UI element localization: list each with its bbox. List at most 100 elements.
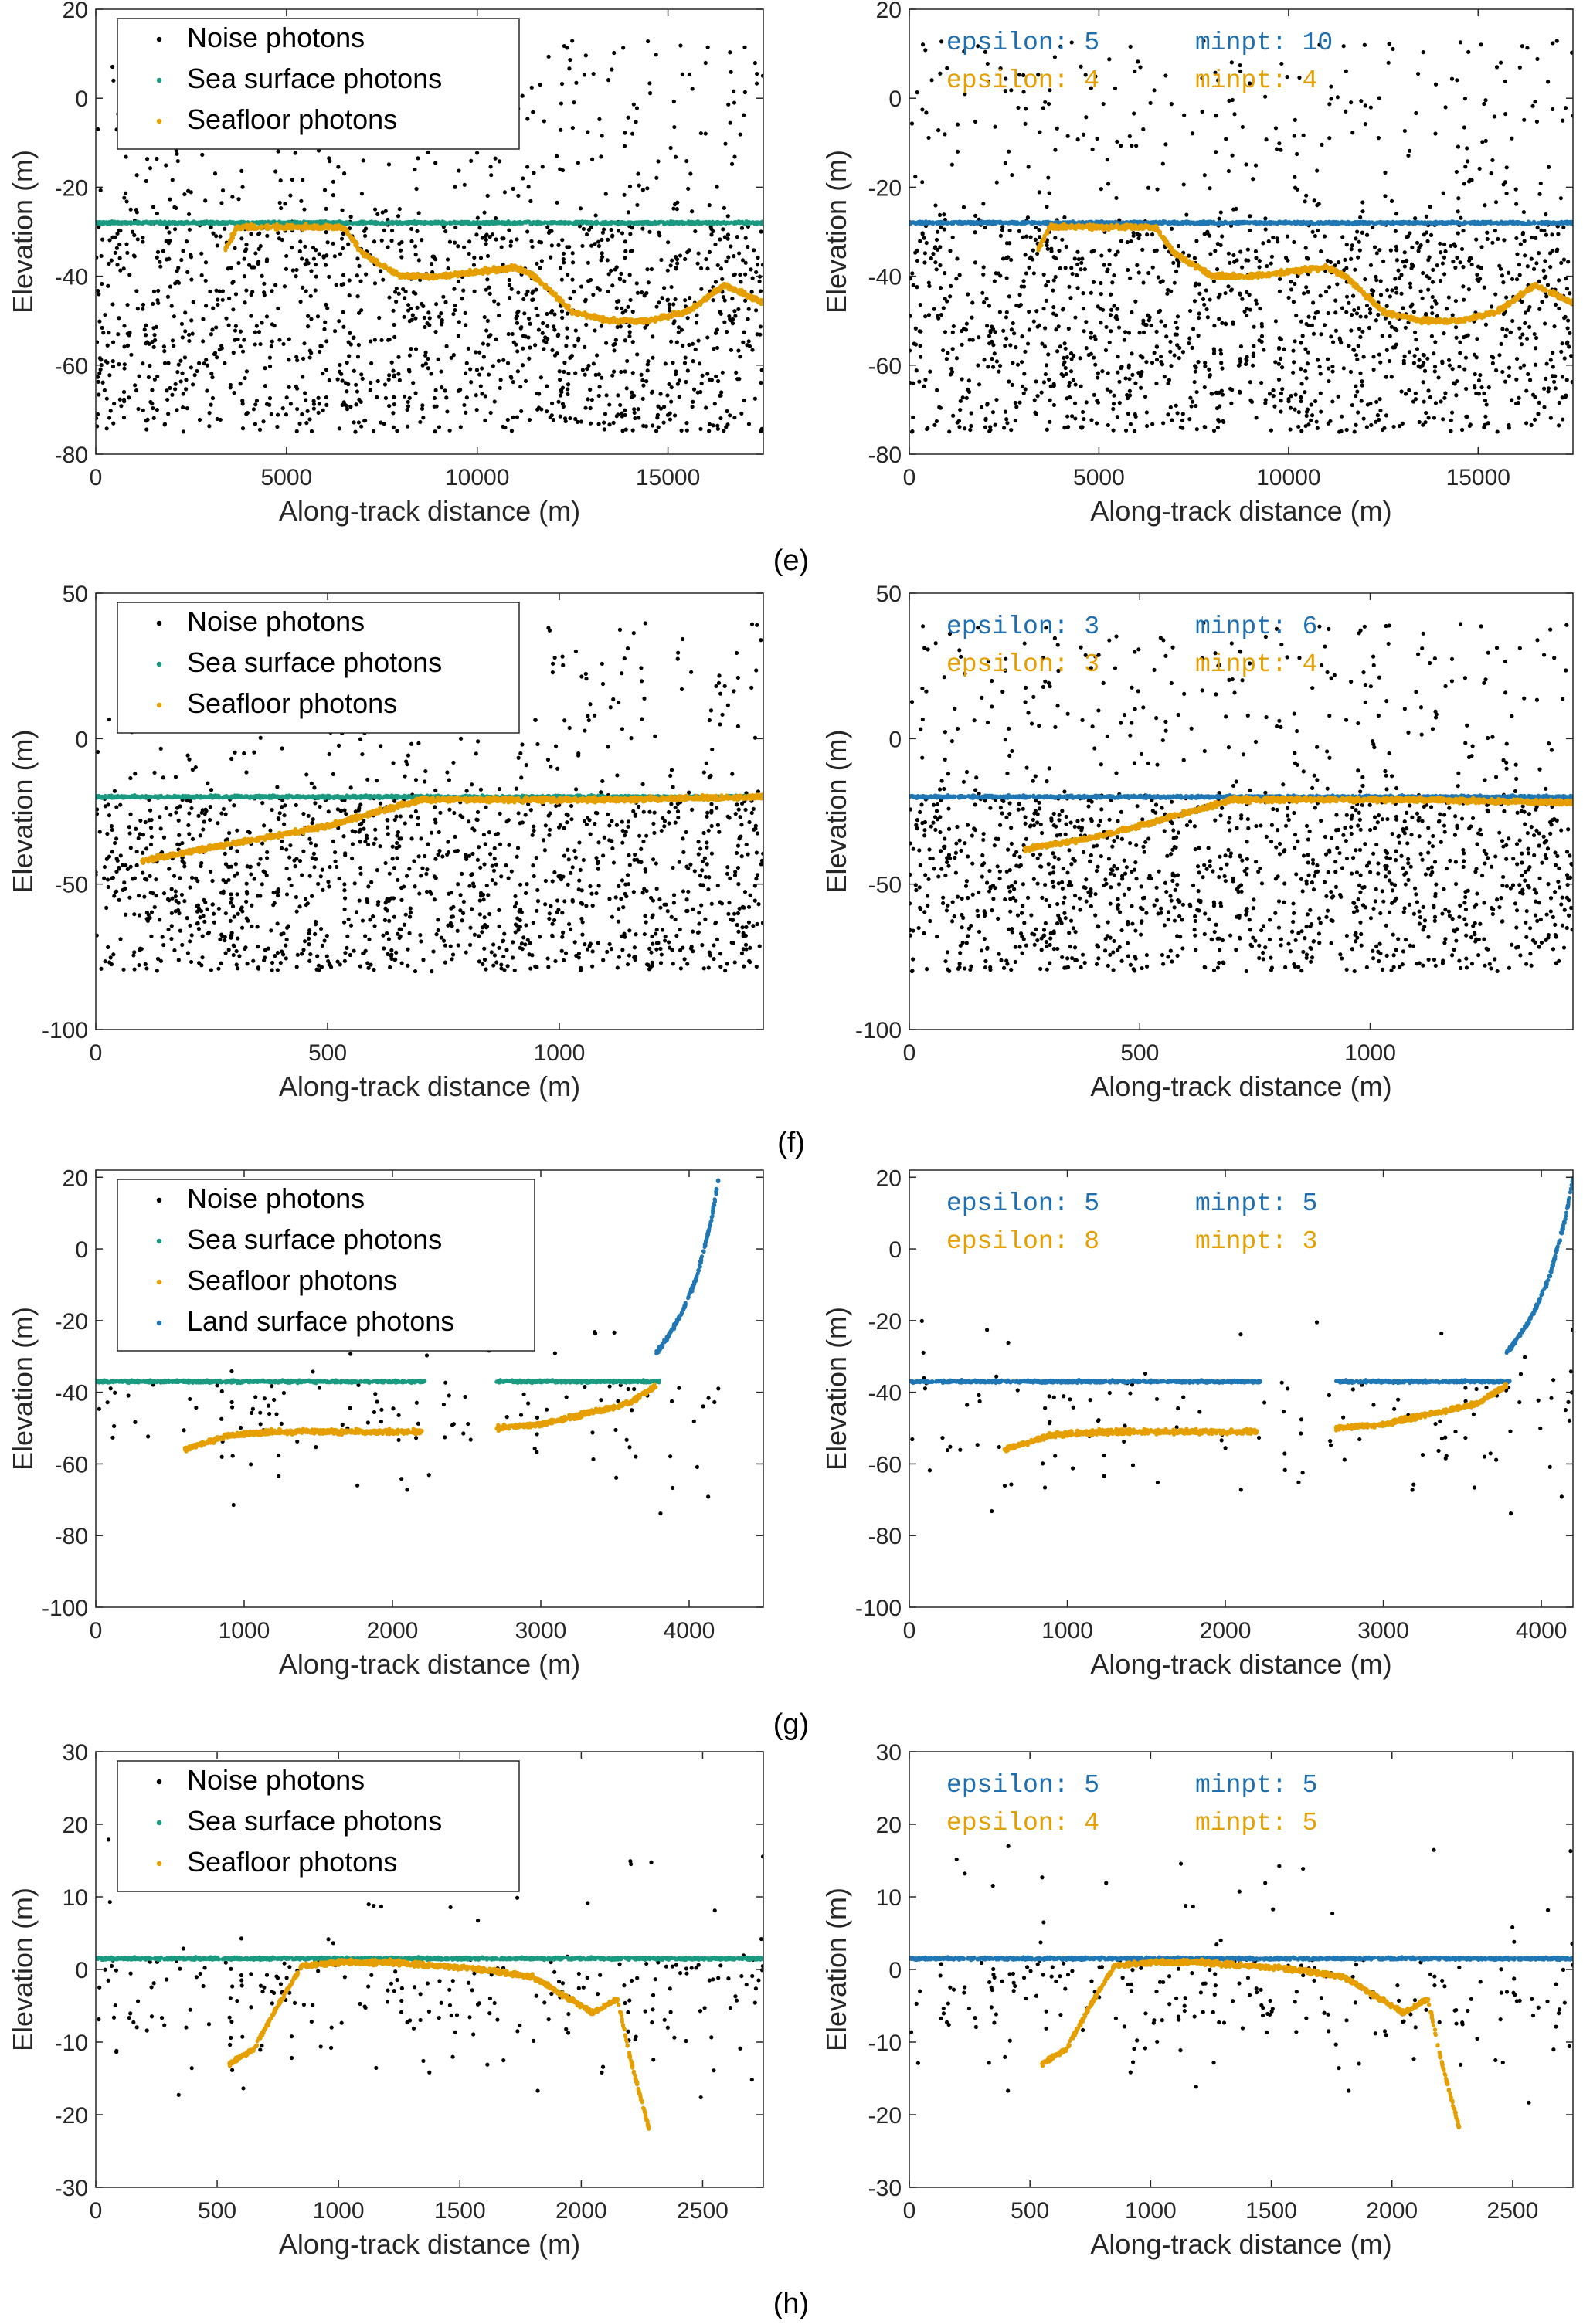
noise-point [722, 235, 727, 239]
noise-point [214, 288, 219, 293]
noise-point [99, 253, 104, 259]
sea-surface-point [500, 221, 504, 226]
sea-surface-point [195, 221, 201, 226]
noise-point [981, 202, 986, 206]
noise-point [284, 412, 289, 417]
noise-point [588, 421, 593, 426]
noise-point [168, 385, 172, 391]
noise-point [1137, 331, 1142, 335]
noise-point [489, 173, 494, 178]
noise-point [510, 331, 515, 337]
noise-point [583, 53, 588, 58]
noise-point [641, 423, 646, 428]
noise-point [165, 294, 171, 299]
noise-point [167, 230, 172, 235]
noise-point [429, 262, 434, 266]
noise-point [1496, 236, 1500, 242]
noise-point [323, 263, 328, 267]
noise-point [151, 301, 155, 307]
sea-surface-point [699, 220, 704, 225]
noise-point [508, 243, 513, 248]
noise-point [1374, 251, 1379, 256]
noise-point [568, 416, 572, 421]
noise-point [311, 402, 317, 406]
noise-point [446, 266, 450, 271]
noise-point [494, 337, 498, 341]
noise-point [1560, 395, 1564, 400]
noise-point [173, 387, 178, 392]
noise-point [1219, 361, 1224, 365]
noise-point [144, 333, 148, 338]
sea-surface-point [158, 220, 162, 225]
sea-surface-point [471, 220, 476, 225]
noise-point [170, 338, 175, 343]
noise-point [121, 389, 127, 395]
noise-point [515, 415, 520, 419]
noise-point [537, 239, 542, 244]
seafloor-point [695, 304, 699, 309]
noise-point [1026, 165, 1031, 169]
noise-point [406, 424, 410, 429]
noise-point [114, 246, 119, 250]
noise-point [913, 175, 918, 179]
noise-point [141, 235, 145, 240]
noise-point [485, 277, 490, 282]
sea-surface-point [621, 221, 626, 226]
noise-point [1286, 295, 1291, 300]
noise-point [124, 154, 128, 159]
noise-point [654, 304, 659, 309]
noise-point [615, 324, 620, 330]
noise-point [683, 355, 688, 360]
noise-point [369, 361, 374, 365]
sea-surface-point [718, 221, 722, 226]
noise-point [616, 412, 620, 417]
noise-point [151, 205, 156, 209]
noise-point [474, 408, 479, 412]
noise-point [584, 232, 589, 237]
noise-point [1438, 278, 1443, 283]
noise-point [668, 306, 672, 310]
noise-point [155, 408, 159, 412]
noise-point [566, 392, 570, 397]
noise-point [256, 260, 261, 264]
noise-point [122, 362, 127, 367]
noise-point [426, 310, 431, 315]
noise-point [125, 331, 130, 336]
noise-point [396, 214, 401, 219]
noise-point [620, 429, 625, 433]
noise-point [1240, 265, 1245, 270]
noise-point [656, 425, 661, 429]
noise-point [732, 416, 737, 420]
noise-point [379, 338, 384, 343]
noise-point [738, 355, 742, 359]
noise-point [1467, 423, 1472, 429]
noise-point [644, 379, 649, 384]
noise-point [690, 341, 695, 346]
noise-point [1208, 373, 1213, 378]
noise-point [338, 362, 342, 368]
noise-point [698, 266, 704, 270]
seafloor-point [426, 277, 431, 281]
noise-point [1238, 344, 1244, 349]
noise-point [1425, 356, 1430, 361]
noise-point [284, 266, 289, 271]
noise-point [658, 406, 664, 411]
noise-point [1180, 412, 1185, 416]
sea-surface-point [307, 220, 311, 225]
noise-point [1394, 290, 1399, 295]
noise-point [362, 233, 368, 239]
noise-point [623, 408, 627, 412]
sea-surface-point [714, 221, 719, 226]
seafloor-point [701, 298, 707, 303]
noise-point [659, 257, 664, 263]
noise-point [526, 185, 531, 189]
noise-point [321, 408, 325, 412]
noise-point [1546, 80, 1551, 84]
noise-point [684, 428, 689, 433]
noise-point [444, 344, 449, 348]
noise-point [172, 314, 176, 319]
noise-point [125, 250, 130, 255]
noise-point [530, 297, 535, 302]
seafloor-point [413, 276, 418, 280]
noise-point [223, 361, 227, 365]
